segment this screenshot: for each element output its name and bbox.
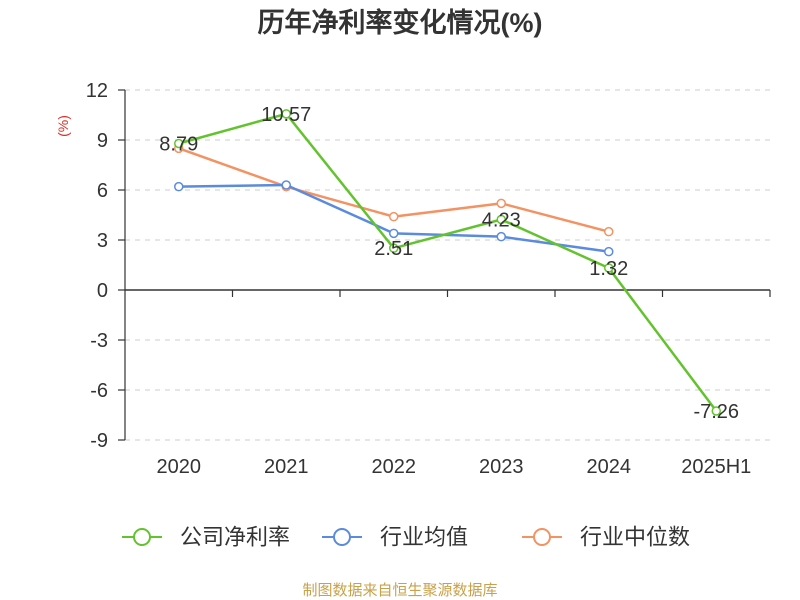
gridlines <box>125 89 770 441</box>
data-point-company-net-margin-2023 <box>496 214 506 225</box>
legend-circle <box>333 528 351 546</box>
x-tick-label: 2022 <box>372 456 417 478</box>
y-tick-label: -3 <box>90 330 108 352</box>
legend: 公司净利率 行业均值 行业中位数 <box>122 525 690 550</box>
data-point-company-net-margin-2024 <box>604 263 614 273</box>
data-point-company-net-margin-2020 <box>174 138 184 149</box>
data-point-industry-average-2022 <box>389 228 399 239</box>
chart-title: 历年净利率变化情况(%) <box>258 7 543 38</box>
legend-item-industry-average[interactable]: 行业均值 <box>322 525 468 550</box>
data-point-industry-median-2023 <box>496 198 506 209</box>
series-line-company-net-margin <box>178 112 718 412</box>
data-point-industry-median-2024 <box>604 226 614 237</box>
data-point-industry-average-2024 <box>604 246 614 257</box>
line-marker-icon <box>122 528 162 546</box>
data-point-company-net-margin-2021 <box>281 109 291 119</box>
line-marker-icon <box>322 528 362 546</box>
series-company-net-margin <box>174 109 721 416</box>
data-point-company-net-margin-2025h1 <box>711 406 721 416</box>
y-tick-label: 9 <box>97 130 108 152</box>
data-label-company-net-margin-2020: 8.79 <box>159 134 198 156</box>
legend-circle <box>133 528 151 546</box>
x-tick-label: 2024 <box>587 456 632 478</box>
data-label-company-net-margin-2025h1: -7.26 <box>693 401 739 423</box>
data-label-company-net-margin-2024: 1.32 <box>589 258 628 280</box>
data-point-industry-average-2020 <box>174 181 184 192</box>
x-tick-label: 2025H1 <box>681 456 751 478</box>
source-footnote: 制图数据来自恒生聚源数据库 <box>302 582 497 599</box>
y-axis-unit-label: (%) <box>55 115 71 137</box>
x-tick-label: 2023 <box>479 456 524 478</box>
legend-label: 公司净利率 <box>180 525 290 550</box>
legend-label: 行业中位数 <box>580 525 690 550</box>
data-label-company-net-margin-2023: 4.23 <box>482 210 521 232</box>
y-tick-label: 12 <box>86 80 108 102</box>
data-point-industry-average-2021 <box>281 180 291 190</box>
x-tick-label: 2021 <box>264 456 309 478</box>
y-tick-label: 6 <box>97 180 108 202</box>
x-tick-label: 2020 <box>157 456 202 478</box>
data-labels: 8.79 10.57 2.51 4.23 1.32 -7.26 <box>159 104 739 423</box>
legend-circle <box>533 528 551 546</box>
data-point-industry-average-2023 <box>496 231 506 242</box>
y-tick-label: 0 <box>97 280 108 302</box>
legend-item-company-net-margin[interactable]: 公司净利率 <box>122 525 290 550</box>
axes: 12 9 6 3 0 -3 -6 -9 2020 2021 2022 2023 2024 2025H1 <box>86 80 771 478</box>
data-label-company-net-margin-2022: 2.51 <box>374 238 413 260</box>
y-tick-label: -9 <box>90 430 108 452</box>
legend-label: 行业均值 <box>380 525 468 550</box>
series-industry-average <box>174 180 614 257</box>
data-point-industry-median-2022 <box>389 211 399 222</box>
data-label-company-net-margin-2021: 10.57 <box>261 104 311 126</box>
y-tick-label: 3 <box>97 230 108 252</box>
series-layer <box>174 109 721 416</box>
y-tick-label: -6 <box>90 380 108 402</box>
data-point-company-net-margin-2022 <box>389 243 399 253</box>
line-marker-icon <box>522 528 562 546</box>
legend-item-industry-median[interactable]: 行业中位数 <box>522 525 690 550</box>
